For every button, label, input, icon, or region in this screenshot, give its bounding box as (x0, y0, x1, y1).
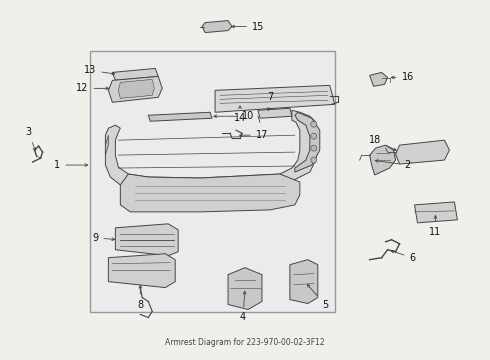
Text: 7: 7 (267, 92, 273, 111)
Polygon shape (215, 85, 335, 112)
Text: 1: 1 (54, 160, 88, 170)
Text: 8: 8 (137, 285, 144, 310)
Polygon shape (295, 112, 320, 172)
Text: 14: 14 (234, 106, 246, 123)
Circle shape (311, 133, 317, 139)
Text: 6: 6 (391, 250, 416, 263)
Text: 4: 4 (240, 291, 246, 323)
Text: 5: 5 (307, 284, 328, 310)
Polygon shape (115, 224, 178, 256)
Polygon shape (258, 108, 292, 118)
Text: 18: 18 (369, 135, 396, 150)
Text: 13: 13 (84, 66, 115, 76)
Text: 2: 2 (375, 159, 411, 170)
Polygon shape (369, 72, 388, 86)
Polygon shape (369, 145, 395, 175)
Circle shape (311, 145, 317, 151)
Text: 9: 9 (92, 233, 115, 243)
Circle shape (311, 121, 317, 127)
Polygon shape (148, 112, 212, 121)
Polygon shape (108, 254, 175, 288)
Text: 3: 3 (25, 127, 36, 150)
Polygon shape (395, 140, 449, 164)
Polygon shape (202, 21, 232, 32)
Circle shape (311, 157, 317, 163)
Text: 12: 12 (76, 84, 109, 93)
Polygon shape (112, 68, 158, 80)
Polygon shape (105, 110, 318, 190)
Text: 11: 11 (429, 216, 441, 237)
Text: 15: 15 (232, 22, 265, 32)
Polygon shape (290, 260, 318, 303)
Polygon shape (415, 202, 457, 223)
Text: 10: 10 (214, 111, 254, 121)
Polygon shape (105, 135, 108, 155)
Polygon shape (228, 268, 262, 310)
Text: 17: 17 (240, 130, 269, 140)
Text: Armrest Diagram for 223-970-00-02-3F12: Armrest Diagram for 223-970-00-02-3F12 (165, 338, 325, 347)
Polygon shape (108, 76, 162, 102)
Polygon shape (119, 80, 154, 98)
Bar (91, 50, 335, 312)
Text: 16: 16 (392, 72, 414, 82)
Polygon shape (121, 174, 300, 212)
